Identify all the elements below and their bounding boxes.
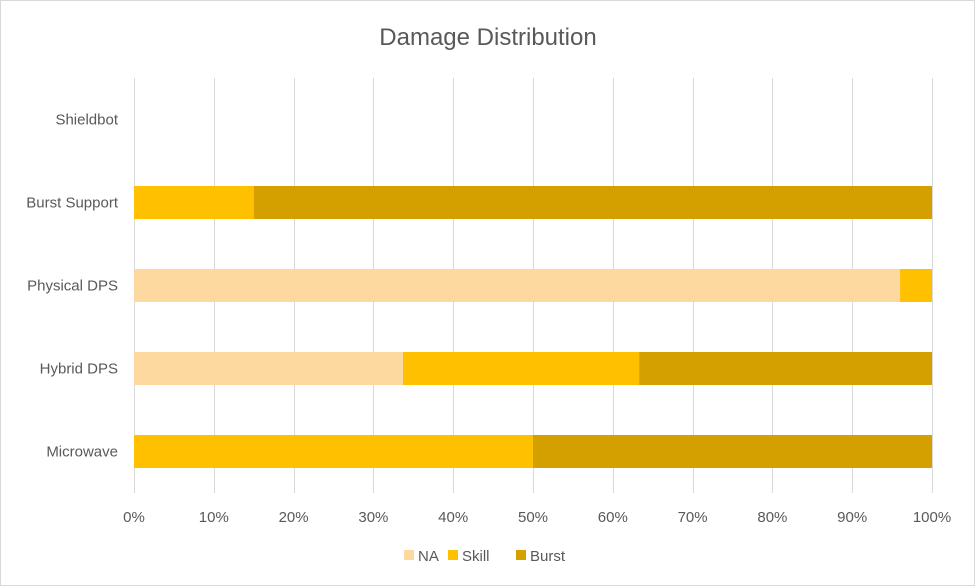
legend-label: Burst <box>530 548 566 565</box>
legend-label: Skill <box>462 548 490 565</box>
x-tick-label: 90% <box>837 509 867 526</box>
bar-segment <box>639 352 932 385</box>
x-tick-label: 40% <box>438 509 468 526</box>
x-tick-label: 70% <box>678 509 708 526</box>
category-label: Microwave <box>46 444 118 461</box>
chart-title: Damage Distribution <box>379 24 596 51</box>
bar-segment <box>134 186 254 219</box>
category-labels: Shieldbot Burst Support Physical DPS Hybrid… <box>26 112 119 461</box>
legend-label: NA <box>418 548 439 565</box>
x-tick-label: 80% <box>757 509 787 526</box>
bars <box>134 186 932 468</box>
legend-swatch <box>448 550 458 560</box>
x-tick-label: 60% <box>598 509 628 526</box>
x-tick-label: 50% <box>518 509 548 526</box>
category-label: Physical DPS <box>27 278 118 295</box>
x-tick-label: 0% <box>123 509 145 526</box>
x-tick-label: 30% <box>358 509 388 526</box>
legend-swatch <box>404 550 414 560</box>
bar-segment <box>533 435 932 468</box>
category-label: Shieldbot <box>55 112 118 129</box>
bar-segment <box>134 269 901 302</box>
bar-segment <box>253 186 932 219</box>
legend: NA Skill Burst <box>404 548 566 565</box>
x-tick-label: 100% <box>913 509 951 526</box>
x-tick-labels: 0% 10% 20% 30% 40% 50% 60% 70% 80% 90% 100% <box>123 509 951 526</box>
x-tick-label: 20% <box>279 509 309 526</box>
bar-segment <box>134 435 533 468</box>
category-label: Hybrid DPS <box>40 361 118 378</box>
category-label: Burst Support <box>26 195 119 212</box>
bar-segment <box>134 352 403 385</box>
legend-swatch <box>516 550 526 560</box>
x-tick-label: 10% <box>199 509 229 526</box>
bar-segment <box>900 269 932 302</box>
bar-segment <box>402 352 640 385</box>
